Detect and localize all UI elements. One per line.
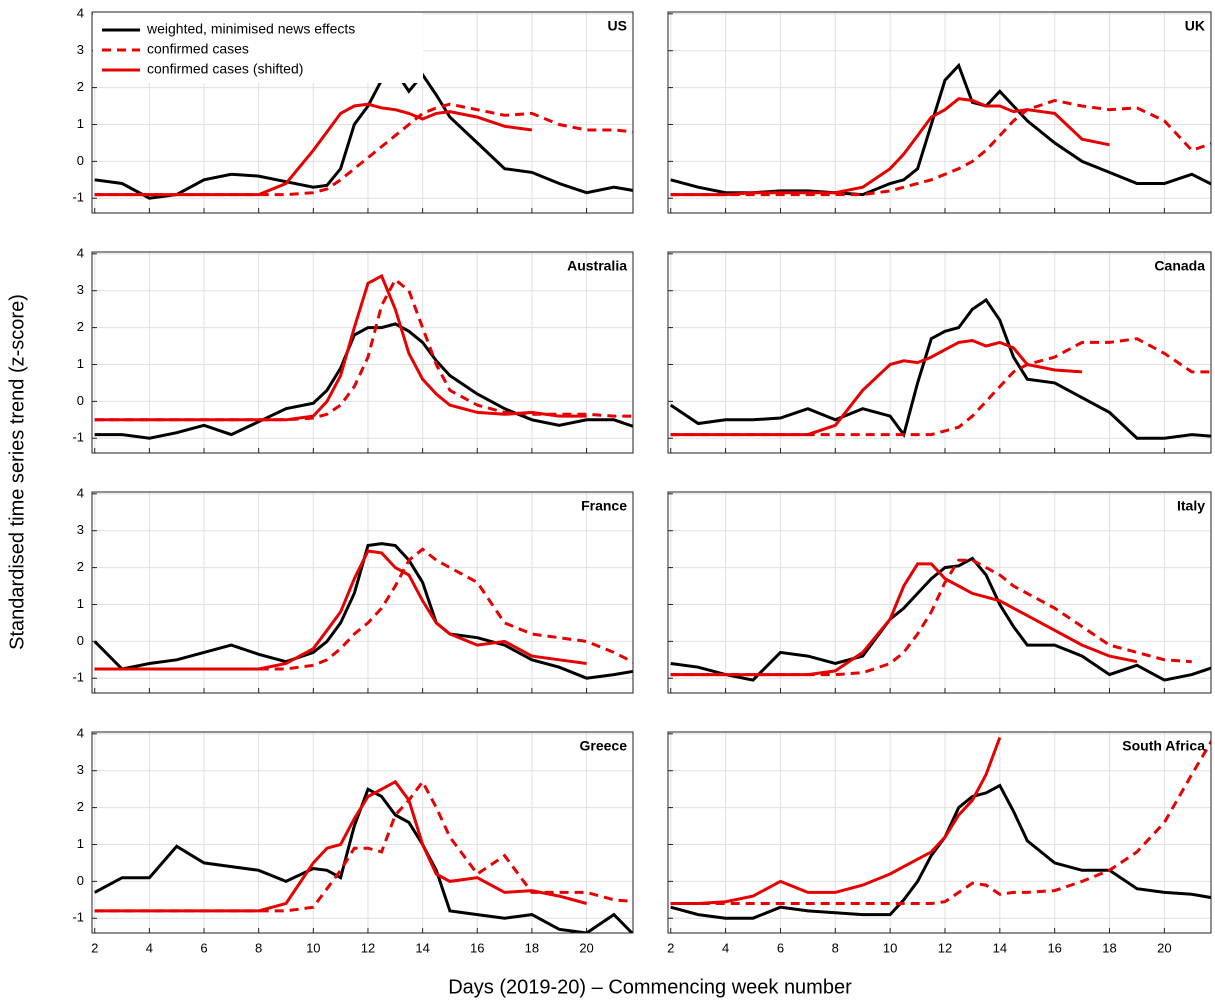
x-tick-label: 12 bbox=[361, 940, 375, 955]
series-line bbox=[669, 297, 1211, 440]
y-tick-label: 4 bbox=[77, 725, 84, 740]
y-tick-label: 0 bbox=[77, 633, 84, 648]
y-tick-label: 2 bbox=[77, 799, 84, 814]
panel: UK bbox=[667, 11, 1212, 214]
y-tick-label: 0 bbox=[77, 153, 84, 168]
x-tick-label: 18 bbox=[525, 940, 539, 955]
x-tick-label: 12 bbox=[938, 940, 952, 955]
x-tick-label: 16 bbox=[470, 940, 484, 955]
panel: -1 0 1 2 3 4 US weighted, minimised news effect… bbox=[72, 5, 634, 214]
x-tick-label: 8 bbox=[255, 940, 262, 955]
panel-title: UK bbox=[1185, 18, 1205, 34]
panel-title: Australia bbox=[567, 258, 627, 274]
legend: weighted, minimised news effects confirme… bbox=[93, 13, 423, 83]
series-line bbox=[94, 779, 587, 913]
x-tick-label: 8 bbox=[832, 940, 839, 955]
series-line bbox=[670, 97, 1110, 197]
series-line bbox=[670, 736, 1002, 905]
y-axis-label: Standardised time series trend (z-score) bbox=[6, 294, 28, 650]
legend-label: confirmed cases (shifted) bbox=[147, 61, 303, 77]
legend-label: confirmed cases bbox=[147, 41, 249, 57]
x-tick-label: 10 bbox=[883, 940, 897, 955]
panel: 2 4 6 8 10 12 14 16 18 20 South Africa bbox=[667, 731, 1212, 955]
series-line bbox=[670, 338, 1083, 437]
legend-box bbox=[93, 13, 423, 83]
panel-title: Italy bbox=[1177, 498, 1205, 514]
series-line bbox=[670, 783, 1211, 920]
y-tick-label: -1 bbox=[72, 670, 84, 685]
y-tick-label: 2 bbox=[77, 319, 84, 334]
panel-title: France bbox=[581, 498, 627, 514]
series-line bbox=[94, 549, 587, 671]
panel-title: Greece bbox=[580, 738, 628, 754]
y-tick-label: 3 bbox=[77, 42, 84, 57]
x-tick-label: 20 bbox=[579, 940, 593, 955]
x-axis-label: Days (2019-20) – Commencing week number bbox=[448, 976, 852, 998]
plot-frame bbox=[667, 11, 1212, 214]
plot-frame bbox=[667, 251, 1212, 454]
y-tick-label: -1 bbox=[72, 430, 84, 445]
x-tick-label: 4 bbox=[722, 940, 729, 955]
series-line bbox=[670, 62, 1211, 197]
x-tick-label: 6 bbox=[777, 940, 784, 955]
y-tick-label: 3 bbox=[77, 282, 84, 297]
y-tick-label: 0 bbox=[77, 873, 84, 888]
x-tick-label: 6 bbox=[200, 940, 207, 955]
y-tick-label: 3 bbox=[77, 762, 84, 777]
panel: Canada bbox=[667, 251, 1212, 454]
series-line bbox=[93, 787, 633, 933]
y-tick-label: 1 bbox=[77, 836, 84, 851]
panel: Italy bbox=[667, 491, 1212, 694]
y-tick-label: 2 bbox=[77, 79, 84, 94]
series-line bbox=[670, 562, 1138, 677]
plot-frame bbox=[91, 251, 634, 454]
plot-frame bbox=[667, 731, 1212, 934]
legend-label: weighted, minimised news effects bbox=[146, 21, 355, 37]
series-line bbox=[94, 102, 533, 197]
plot-frame bbox=[667, 491, 1212, 694]
panel-title: South Africa bbox=[1122, 738, 1205, 754]
panel-title: US bbox=[608, 18, 627, 34]
x-tick-label: 16 bbox=[1047, 940, 1061, 955]
x-tick-label: 2 bbox=[91, 940, 98, 955]
y-tick-label: 4 bbox=[77, 245, 84, 260]
series-line bbox=[93, 542, 633, 680]
x-tick-label: 4 bbox=[146, 940, 153, 955]
x-tick-label: 10 bbox=[306, 940, 320, 955]
series-line bbox=[670, 739, 1211, 905]
y-tick-label: -1 bbox=[72, 910, 84, 925]
x-tick-label: 2 bbox=[667, 940, 674, 955]
y-tick-label: 4 bbox=[77, 485, 84, 500]
series-line bbox=[94, 277, 633, 422]
plot-frame bbox=[91, 491, 634, 694]
series-line bbox=[94, 68, 633, 200]
panel: -1 0 1 2 3 4 Australia bbox=[72, 245, 634, 454]
y-tick-label: 3 bbox=[77, 522, 84, 537]
plot-frame bbox=[91, 731, 634, 934]
plot-frame bbox=[91, 11, 634, 214]
x-tick-label: 14 bbox=[993, 940, 1007, 955]
y-tick-label: -1 bbox=[72, 190, 84, 205]
series-line bbox=[670, 556, 1211, 682]
y-tick-label: 1 bbox=[77, 596, 84, 611]
series-line bbox=[94, 273, 587, 422]
x-tick-label: 18 bbox=[1102, 940, 1116, 955]
y-tick-label: 4 bbox=[77, 5, 84, 20]
y-tick-label: 0 bbox=[77, 393, 84, 408]
x-tick-label: 20 bbox=[1157, 940, 1171, 955]
y-tick-label: 1 bbox=[77, 356, 84, 371]
panel-title: Canada bbox=[1154, 258, 1205, 274]
panel: -1 0 1 2 3 4 France bbox=[72, 485, 634, 694]
y-tick-label: 2 bbox=[77, 559, 84, 574]
x-tick-label: 14 bbox=[415, 940, 429, 955]
y-tick-label: 1 bbox=[77, 116, 84, 131]
